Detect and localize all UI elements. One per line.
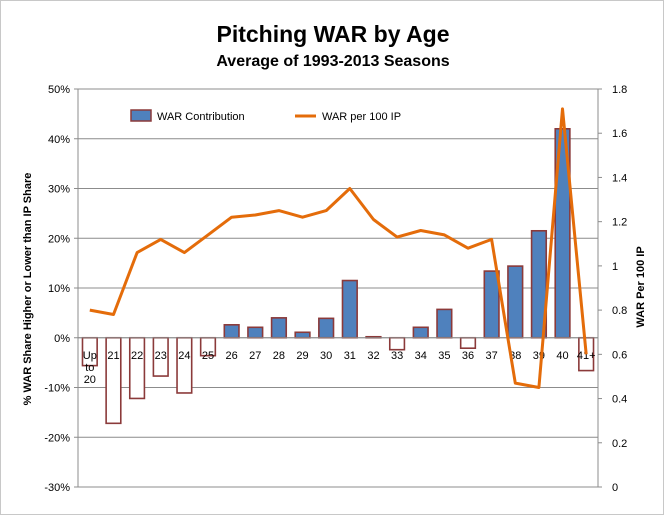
- y2-axis-title: WAR Per 100 IP: [635, 246, 647, 327]
- left-tick-label: -20%: [44, 432, 70, 444]
- x-tick-label: 35: [438, 350, 450, 362]
- bar: [128, 336, 146, 400]
- bar: [223, 324, 240, 339]
- x-tick-label: 29: [296, 350, 308, 362]
- left-tick-label: 40%: [48, 134, 70, 146]
- bar: [459, 336, 477, 349]
- right-tick-label: 1.4: [612, 172, 627, 184]
- left-tick-label: 20%: [48, 233, 70, 245]
- x-tick-label: 33: [391, 350, 403, 362]
- x-tick-label: 28: [273, 350, 285, 362]
- bar: [294, 331, 311, 339]
- line-series: [89, 107, 588, 389]
- right-axis-ticks: 0 0.2 0.4 0.6 0.8 1 1.2 1.4 1.6 1.8: [598, 84, 627, 494]
- x-tick-label: 27: [249, 350, 261, 362]
- chart-subtitle: Average of 1993-2013 Seasons: [216, 53, 450, 70]
- x-tick-label: 23: [155, 350, 167, 362]
- x-tick-label: 22: [131, 350, 143, 362]
- x-tick-label: 24: [178, 350, 190, 362]
- legend-label-war-per-100-ip: WAR per 100 IP: [322, 111, 401, 123]
- left-tick-label: 50%: [48, 84, 70, 96]
- legend-label-war-contribution: WAR Contribution: [157, 111, 245, 123]
- x-tick-label: 21: [107, 350, 119, 362]
- left-tick-label: -30%: [44, 482, 70, 494]
- x-tick-label: 31: [344, 350, 356, 362]
- x-tick-label: 34: [415, 350, 427, 362]
- x-tick-label: 25: [202, 350, 214, 362]
- x-tick-label: 41+: [577, 350, 596, 362]
- bar-series: [81, 128, 595, 425]
- right-tick-label: 0: [612, 482, 618, 494]
- bar: [176, 336, 193, 394]
- x-tick-label: to: [85, 362, 94, 374]
- right-tick-label: 1.8: [612, 84, 627, 96]
- legend: WAR Contribution WAR per 100 IP: [130, 109, 401, 123]
- left-axis-ticks: -30% -20% -10% 0% 10% 20% 30% 40% 50%: [44, 84, 78, 494]
- right-tick-label: 0.2: [612, 438, 627, 450]
- gridlines: [78, 88, 598, 488]
- bar: [341, 279, 358, 339]
- bar: [436, 308, 453, 339]
- left-tick-label: 30%: [48, 184, 70, 196]
- bar: [388, 336, 406, 351]
- x-tick-label: 26: [226, 350, 238, 362]
- war-per-100-ip-line: [89, 107, 588, 389]
- bar: [412, 326, 429, 339]
- x-tick-label: 40: [556, 350, 568, 362]
- left-tick-label: 10%: [48, 283, 70, 295]
- right-tick-label: 1.2: [612, 217, 627, 229]
- bar: [270, 317, 288, 339]
- x-tick-label: 30: [320, 350, 332, 362]
- bar: [507, 265, 524, 339]
- left-tick-label: 0%: [54, 333, 70, 345]
- y-axis-title: % WAR Share Higher or Lower than IP Shar…: [22, 173, 34, 406]
- right-tick-label: 0.6: [612, 349, 627, 361]
- x-tick-label: 37: [486, 350, 498, 362]
- x-tick-label: Up: [83, 350, 97, 362]
- bar: [247, 326, 264, 339]
- right-tick-label: 0.4: [612, 394, 627, 406]
- bar: [318, 317, 335, 339]
- left-tick-label: -10%: [44, 383, 70, 395]
- right-tick-label: 1: [612, 261, 618, 273]
- x-tick-label: 36: [462, 350, 474, 362]
- right-tick-label: 1.6: [612, 128, 627, 140]
- chart-title: Pitching WAR by Age: [216, 21, 450, 47]
- x-tick-label: 32: [367, 350, 379, 362]
- right-tick-label: 0.8: [612, 305, 627, 317]
- legend-swatch-war-contribution: [130, 109, 152, 122]
- x-tick-label: 20: [84, 374, 96, 386]
- bar: [483, 270, 500, 339]
